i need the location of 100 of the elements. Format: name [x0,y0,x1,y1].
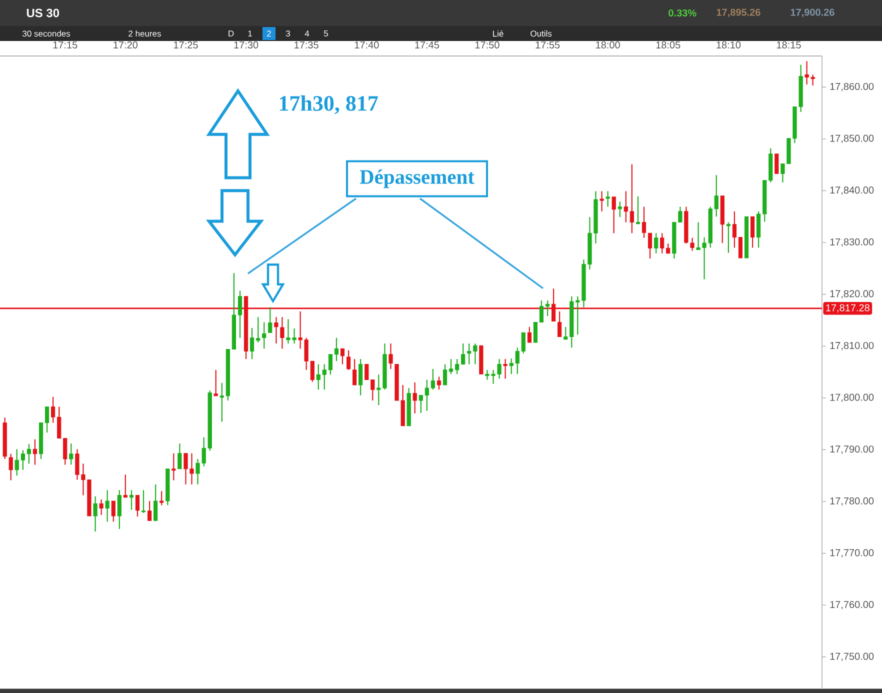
x-tick-label: 18:00 [596,41,620,48]
ref-line-label: 17,817.28 [826,304,870,313]
x-tick-label: 17:50 [475,41,500,48]
text: 1 [248,30,252,36]
text: 2 [267,30,271,36]
y-tick-label: 17,760.00 [830,600,874,610]
x-tick-label: 17:20 [114,41,138,48]
candlestick [738,236,743,259]
candlestick [262,322,266,350]
candlestick [503,358,508,380]
candlestick [636,196,640,224]
candlestick [220,382,224,422]
candlestick [178,442,182,470]
candlestick [129,490,134,510]
candlestick [172,452,176,481]
candlestick [14,448,19,476]
candlestick [105,490,110,522]
candlestick [442,364,448,386]
y-tick-label: 17,810.00 [830,342,874,350]
candlestick [141,490,146,514]
candlestick [334,337,339,362]
candlestick [123,474,128,498]
candlestick [135,494,140,518]
text: Lié [493,30,504,37]
candlestick [666,242,670,254]
candlestick [756,210,761,248]
candlestick [600,190,604,212]
candlestick [310,360,314,382]
candlestick [732,210,737,248]
x-tick-label: 17:45 [415,41,440,48]
text: 5 [324,30,328,36]
candlestick [558,310,562,338]
candlestick [26,443,31,464]
candlestick [527,326,532,344]
candlestick [418,394,423,414]
candlestick [93,496,98,532]
candlestick [346,350,351,370]
annotation: Dépassement [360,169,474,188]
candlestick [461,342,466,365]
text: 30 secondes [22,30,70,37]
candlestick [256,316,260,344]
text: D [228,30,234,36]
y-tick-label: 17,770.00 [830,549,874,558]
candlestick [467,342,472,365]
y-tick-label: 17,860.00 [830,82,874,92]
x-tick-label: 17:55 [536,41,560,48]
candlestick [160,490,164,506]
x-tick-label: 17:15 [53,41,78,48]
candlestick [322,364,326,390]
candlestick [612,196,616,234]
text: Outils [530,30,552,37]
y-tick-label: 17,780.00 [830,497,874,506]
candlestick [340,348,345,365]
candlestick [539,300,544,323]
x-tick-label: 18:15 [776,41,801,48]
y-tick-label: 17,790.00 [830,446,874,454]
candlestick [521,332,526,354]
candlestick [8,453,13,481]
y-tick-label: 17,840.00 [830,186,874,195]
candlestick [44,406,50,434]
x-tick-label: 17:30 [234,41,258,48]
text: 17,900.26 [790,8,834,18]
candlestick [436,376,442,390]
y-tick-label: 17,820.00 [830,290,874,298]
x-tick-label: 17:25 [174,41,198,48]
text: 3 [286,30,290,36]
candlestick [148,500,152,522]
candlestick [606,190,610,208]
candlestick [238,290,242,338]
candlestick [316,364,320,390]
annotation: 17h30, 817 [280,95,378,114]
candlestick [358,358,363,396]
candlestick [424,379,429,412]
text: 2 heures [128,30,161,37]
candlestick [750,216,755,248]
candlestick [660,232,664,254]
candlestick [648,232,652,260]
candlestick [352,358,357,386]
text: 4 [304,30,310,36]
candlestick [57,406,62,439]
x-tick-label: 17:35 [294,41,318,48]
candlestick [268,306,272,334]
candlestick [117,490,122,530]
candlestick [111,500,116,522]
y-tick-label: 17,850.00 [830,134,874,144]
candlestick [515,347,520,375]
candlestick [654,232,658,254]
chart-title: US 30 [26,8,60,18]
candlestick [624,190,628,223]
y-tick-label: 17,750.00 [830,652,874,662]
text: 17,895.26 [716,8,760,18]
candlestick [99,498,104,516]
candlestick [388,342,393,370]
candlestick [250,327,254,360]
x-tick-label: 17:40 [354,41,379,48]
candlestick [630,164,634,234]
candlestick [430,368,435,390]
candlestick [214,369,218,396]
y-tick-label: 17,800.00 [830,394,874,402]
candlestick [32,438,37,466]
